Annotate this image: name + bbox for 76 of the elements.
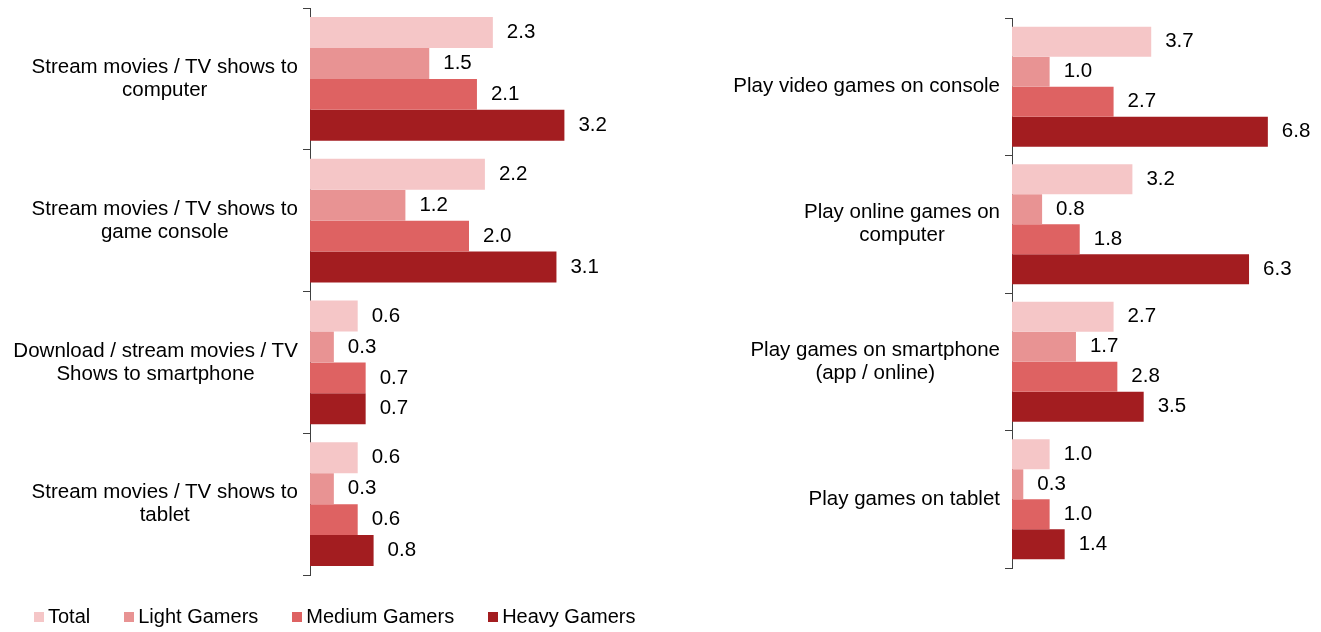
data-label: 6.8 [1281,118,1311,142]
bar [1012,86,1114,117]
data-label: 0.8 [387,537,417,561]
bar [1012,331,1076,362]
data-label: 2.1 [490,81,520,105]
bar [1012,439,1050,470]
data-label: 2.7 [1127,88,1157,112]
legend-label: Total [48,605,91,628]
bar [1012,391,1144,422]
legend-label: Light Gamers [138,605,259,628]
data-label: 0.6 [371,506,401,530]
data-label: 3.2 [578,111,607,135]
data-label: 2.2 [498,160,528,184]
data-label: 0.3 [347,475,377,499]
data-label: 3.7 [1165,28,1194,52]
y-tick-label: Play games on tablet [808,485,1001,509]
data-label: 2.7 [1127,303,1157,327]
bar [1012,469,1024,500]
data-label: 3.5 [1157,393,1187,417]
data-label: 1.0 [1063,500,1093,524]
bar [310,535,374,567]
data-label: 0.6 [371,302,401,326]
y-tick-label: Stream movies / TV shows to game console [31,195,298,242]
data-label: 0.8 [1056,195,1085,219]
bar [1012,194,1043,225]
y-tick-label: Download / stream movies / TV Shows to smartphone [13,337,299,384]
bar [310,78,477,110]
bar [310,362,366,394]
y-tick-label: Play online games on computer [803,199,1000,246]
bar [310,16,493,48]
y-tick-label: Play games on smartphone (app / online) [750,336,1000,383]
data-label: 0.3 [347,333,377,357]
y-tick-label: Play video games on console [733,73,1001,97]
bar [310,300,358,332]
bar [310,504,358,536]
data-label: 1.4 [1078,530,1108,554]
legend-label: Heavy Gamers [502,605,636,628]
bar [310,251,557,283]
bar [310,220,469,252]
bar [1012,301,1114,332]
data-label: 1.7 [1089,333,1119,357]
legend-label: Medium Gamers [306,605,455,628]
bar [310,47,430,79]
bar [310,393,366,425]
bar [1012,224,1080,255]
bar [1012,254,1250,285]
data-label: 2.8 [1131,363,1160,387]
data-label: 0.3 [1037,470,1066,494]
data-label: 2.0 [483,222,512,246]
bar [310,158,485,190]
bar [310,473,334,505]
data-label: 0.7 [379,364,409,388]
data-label: 3.2 [1146,165,1175,189]
bar [1012,361,1118,392]
data-label: 2.3 [506,19,536,43]
data-label: 0.6 [371,444,401,468]
data-label: 3.1 [570,253,599,277]
data-label: 0.7 [379,395,409,419]
data-label: 1.0 [1063,58,1093,82]
data-label: 6.3 [1263,255,1292,279]
bar [1012,26,1152,57]
data-label: 1.8 [1093,225,1123,249]
bar [1012,116,1268,147]
bar [310,109,565,141]
data-label: 1.0 [1063,440,1093,464]
data-label: 1.2 [419,191,448,215]
bar [310,189,406,221]
bar [1012,529,1065,560]
y-tick-label: Stream movies / TV shows to computer [31,54,298,101]
bar [1012,499,1050,530]
data-label: 1.5 [443,50,472,74]
bar [1012,164,1133,195]
bar [310,442,358,474]
bar [1012,56,1050,87]
y-tick-label: Stream movies / TV shows to tablet [31,479,298,526]
bar [310,331,334,363]
